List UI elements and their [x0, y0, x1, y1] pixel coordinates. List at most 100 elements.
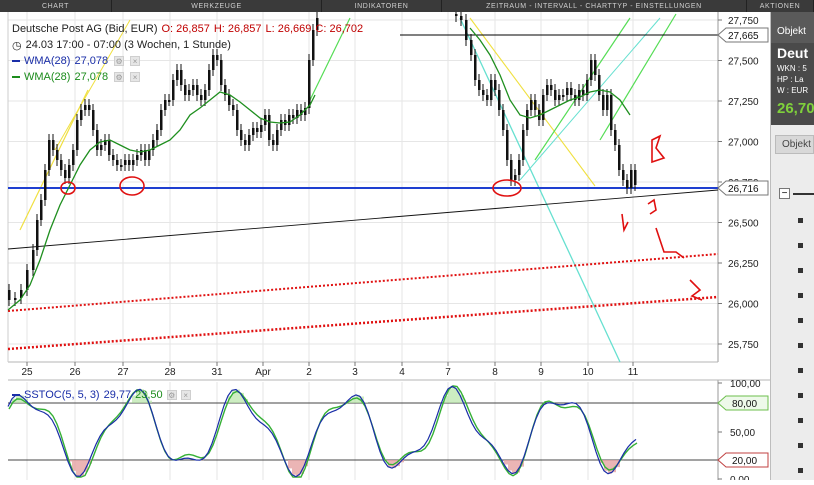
list-bullet[interactable] [798, 268, 803, 273]
list-bullet[interactable] [798, 368, 803, 373]
chart-toolbar: CHART WERKZEUGE INDIKATOREN ZEITRAUM - I… [0, 0, 814, 12]
candle-body [506, 130, 509, 160]
candle-body [44, 170, 47, 200]
list-bullet[interactable] [798, 243, 803, 248]
settings-icon[interactable]: ⚙ [114, 72, 124, 82]
side-panel-tab[interactable]: Objekt [771, 12, 814, 43]
side-panel-hp: HP : La [771, 74, 814, 85]
candle-body [546, 85, 549, 95]
candle-body [92, 110, 95, 130]
settings-icon[interactable]: ⚙ [114, 56, 124, 66]
chart-legend: Deutsche Post AG (Bid, EUR) O: 26,857 H:… [12, 21, 363, 85]
stoch-tick-label: 50,00 [730, 428, 755, 439]
price-tick-label: 27,500 [728, 57, 759, 68]
candle-body [124, 160, 127, 165]
candle-body [542, 95, 545, 120]
candle-body [184, 85, 187, 95]
candle-body [550, 85, 553, 90]
collapse-button[interactable]: − [779, 188, 790, 199]
tab-zeitraum-einstellungen[interactable]: ZEITRAUM - INTERVALL - CHARTTYP - EINSTE… [442, 0, 747, 12]
candle-body [522, 130, 525, 160]
stoch-value-2: 23,50 [135, 389, 163, 401]
candle-body [148, 150, 151, 160]
stoch-marker-lower: 20,00 [718, 453, 768, 467]
candle-body [40, 200, 43, 220]
stoch-swatch [12, 394, 20, 396]
candle-body [474, 55, 477, 80]
list-bullet[interactable] [798, 443, 803, 448]
candle-body [236, 110, 239, 130]
date-label: 31 [211, 367, 223, 378]
stoch-legend[interactable]: SSTOC(5, 5, 3) 29,77 23,50 ⚙ × [12, 389, 191, 401]
close-icon[interactable]: × [181, 390, 191, 400]
candle-body [14, 298, 17, 300]
candle-body [112, 155, 115, 160]
tab-indikatoren[interactable]: INDIKATOREN [322, 0, 442, 12]
stoch-value-1: 29,77 [104, 389, 132, 401]
side-panel-w: W : EUR [771, 85, 814, 96]
stoch-label: SSTOC(5, 5, 3) [24, 389, 100, 401]
list-bullet[interactable] [798, 318, 803, 323]
candle-body [256, 128, 259, 132]
tab-chart[interactable]: CHART [0, 0, 112, 12]
date-label: 9 [538, 367, 544, 378]
close-icon[interactable]: × [130, 72, 140, 82]
tab-werkzeuge[interactable]: WERKZEUGE [112, 0, 322, 12]
price-tick-label: 26,500 [728, 219, 759, 230]
price-tick-label: 25,750 [728, 340, 759, 351]
date-label: 26 [69, 367, 81, 378]
candle-body [8, 290, 11, 300]
candle-body [96, 130, 99, 150]
list-bullet[interactable] [798, 293, 803, 298]
candle-body [634, 170, 637, 185]
date-label: 8 [492, 367, 498, 378]
stoch-oversold-fill [76, 460, 80, 476]
tab-aktionen[interactable]: AKTIONEN [747, 0, 814, 12]
candle-body [72, 150, 75, 165]
candle-body [288, 115, 291, 125]
list-bullet[interactable] [798, 393, 803, 398]
stoch-oversold-fill [288, 460, 292, 468]
candle-body [204, 90, 207, 100]
date-label: 10 [582, 367, 594, 378]
candle-body [530, 100, 533, 110]
stoch-oversold-fill [512, 460, 516, 474]
ohlc-close: C: 26,702 [315, 23, 363, 35]
list-bullet[interactable] [798, 343, 803, 348]
candle-body [280, 120, 283, 130]
date-label: 25 [21, 367, 33, 378]
candle-body [128, 160, 131, 165]
side-panel-wkn: WKN : 5 [771, 63, 814, 74]
date-label: 3 [352, 367, 358, 378]
candle-body [164, 100, 167, 110]
close-icon[interactable]: × [130, 56, 140, 66]
legend-instrument-row: Deutsche Post AG (Bid, EUR) O: 26,857 H:… [12, 21, 363, 37]
legend-wma-2[interactable]: WMA(28) 27,078 ⚙ × [12, 69, 363, 85]
list-bullet[interactable] [798, 468, 803, 473]
candle-body [590, 60, 593, 80]
candle-body [465, 20, 468, 40]
candle-body [244, 140, 247, 145]
settings-icon[interactable]: ⚙ [167, 390, 177, 400]
date-label: 27 [117, 367, 129, 378]
list-bullet[interactable] [798, 418, 803, 423]
wma2-label: WMA(28) [24, 71, 70, 83]
candle-body [84, 105, 87, 110]
candle-body [518, 160, 521, 175]
candle-body [272, 140, 275, 145]
candle-body [554, 90, 557, 100]
candle-body [498, 90, 501, 110]
candle-body [630, 170, 633, 188]
candle-body [482, 90, 485, 95]
side-panel-tab-2[interactable]: Objekt [775, 135, 814, 154]
candle-body [606, 95, 609, 110]
stoch-oversold-fill [508, 460, 512, 471]
legend-wma-1[interactable]: WMA(28) 27,078 ⚙ × [12, 53, 363, 69]
list-bullet[interactable] [798, 218, 803, 223]
candle-body [614, 130, 617, 145]
candle-body [228, 95, 231, 105]
ohlc-open: O: 26,857 [162, 23, 210, 35]
candle-body [196, 85, 199, 95]
candle-body [598, 75, 601, 95]
date-label: 7 [445, 367, 451, 378]
